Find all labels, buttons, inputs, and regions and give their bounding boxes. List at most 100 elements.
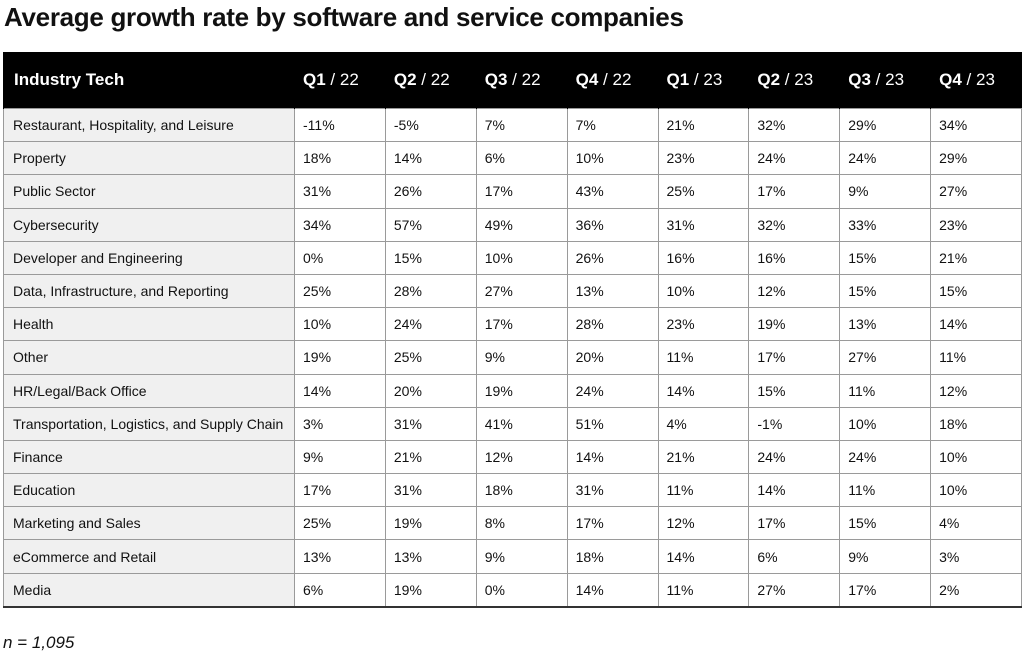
table-row: Property 18% 14% 6% 10% 23% 24% 24% 29% xyxy=(3,141,1022,176)
quarter-separator: / xyxy=(961,70,976,89)
quarter-label: Q2 xyxy=(757,70,781,89)
growth-value-cell: 0% xyxy=(294,240,386,275)
table-row: Media 6% 19% 0% 14% 11% 27% 17% 2% xyxy=(3,572,1022,608)
growth-value-cell: 17% xyxy=(475,307,568,342)
quarter-separator: / xyxy=(689,70,704,89)
growth-value-cell: 33% xyxy=(839,207,932,242)
quarter-separator: / xyxy=(507,70,522,89)
growth-value-cell: 10% xyxy=(657,273,750,309)
growth-value-cell: 15% xyxy=(839,273,932,309)
growth-value-cell: 14% xyxy=(748,473,841,508)
growth-value-cell: 17% xyxy=(748,174,841,209)
growth-value-cell: 23% xyxy=(657,307,750,342)
quarter-label: Q3 xyxy=(484,70,508,89)
growth-value-cell: 10% xyxy=(930,439,1022,475)
row-label: Restaurant, Hospitality, and Leisure xyxy=(3,107,295,143)
table-row: Restaurant, Hospitality, and Leisure -11%… xyxy=(3,107,1022,143)
table-row: Marketing and Sales 25% 19% 8% 17% 12% 17% 15% 4… xyxy=(3,506,1022,541)
growth-value-cell: -5% xyxy=(384,107,477,143)
growth-value-cell: 19% xyxy=(384,572,477,608)
growth-value-cell: 9% xyxy=(839,539,932,574)
row-label: eCommerce and Retail xyxy=(3,539,295,574)
growth-value-cell: 18% xyxy=(566,539,659,574)
row-label: Developer and Engineering xyxy=(3,240,295,275)
quarter-separator: / xyxy=(598,70,613,89)
table-header: Industry Tech Q1 / 22 Q2 / 22 Q3 / 22 Q4 / … xyxy=(3,52,1022,109)
growth-value-cell: 15% xyxy=(839,240,932,275)
growth-value-cell: 6% xyxy=(748,539,841,574)
growth-value-cell: 28% xyxy=(566,307,659,342)
year-label: 22 xyxy=(521,70,541,89)
growth-value-cell: 9% xyxy=(475,539,568,574)
column-header-quarter: Q2 / 22 xyxy=(384,52,477,109)
growth-value-cell: 13% xyxy=(384,539,477,574)
table-row: Cybersecurity 34% 57% 49% 36% 31% 32% 33% 23% xyxy=(3,207,1022,242)
table-row: Transportation, Logistics, and Supply Ch… xyxy=(3,406,1022,441)
year-label: 22 xyxy=(339,70,359,89)
growth-value-cell: 10% xyxy=(839,406,932,441)
growth-value-cell: 0% xyxy=(475,572,568,608)
growth-value-cell: 18% xyxy=(294,141,386,176)
growth-value-cell: 24% xyxy=(566,373,659,408)
growth-value-cell: 10% xyxy=(930,473,1022,508)
row-label: Education xyxy=(3,473,295,508)
growth-value-cell: 21% xyxy=(657,107,750,143)
quarter-separator: / xyxy=(870,70,886,89)
row-label: Public Sector xyxy=(3,174,295,209)
quarter-label: Q4 xyxy=(939,70,962,89)
growth-value-cell: 18% xyxy=(930,406,1022,441)
growth-value-cell: 21% xyxy=(930,240,1022,275)
sample-size-note: n = 1,095 xyxy=(3,633,75,652)
quarter-separator: / xyxy=(416,70,431,89)
growth-value-cell: 8% xyxy=(475,506,568,541)
growth-value-cell: 13% xyxy=(566,273,659,309)
growth-value-cell: 11% xyxy=(657,572,750,608)
growth-value-cell: 11% xyxy=(839,473,932,508)
table-row: Other 19% 25% 9% 20% 11% 17% 27% 11% xyxy=(3,340,1022,375)
growth-value-cell: 15% xyxy=(930,273,1022,309)
row-label: Media xyxy=(3,572,295,608)
growth-value-cell: 31% xyxy=(384,473,477,508)
column-header-quarter: Q4 / 22 xyxy=(566,52,658,109)
column-header-quarter: Q4 / 23 xyxy=(930,52,1022,109)
year-label: 22 xyxy=(612,70,632,89)
growth-value-cell: 4% xyxy=(930,506,1022,541)
quarter-separator: / xyxy=(325,70,340,89)
chart-title: Average growth rate by software and serv… xyxy=(4,2,684,32)
growth-value-cell: 14% xyxy=(657,539,750,574)
growth-value-cell: 21% xyxy=(657,439,750,475)
growth-value-cell: 26% xyxy=(384,174,477,209)
growth-value-cell: 31% xyxy=(384,406,477,441)
table-row: eCommerce and Retail 13% 13% 9% 18% 14% 6% 9% 3% xyxy=(3,539,1022,574)
growth-value-cell: 41% xyxy=(475,406,568,441)
growth-value-cell: 19% xyxy=(475,373,568,408)
growth-value-cell: -1% xyxy=(748,406,841,441)
growth-value-cell: 27% xyxy=(839,340,932,375)
table-row: Public Sector 31% 26% 17% 43% 25% 17% 9% 27% xyxy=(3,174,1022,209)
growth-value-cell: 16% xyxy=(657,240,750,275)
growth-value-cell: 11% xyxy=(657,340,750,375)
quarter-label: Q3 xyxy=(848,70,871,89)
row-label: HR/Legal/Back Office xyxy=(3,373,295,408)
growth-value-cell: 12% xyxy=(657,506,750,541)
year-label: 23 xyxy=(885,70,905,89)
growth-value-cell: 19% xyxy=(748,307,841,342)
year-label: 22 xyxy=(430,70,450,89)
table-row: Developer and Engineering 0% 15% 10% 26% 16% 1… xyxy=(3,240,1022,275)
growth-value-cell: 13% xyxy=(839,307,932,342)
growth-value-cell: 4% xyxy=(657,406,750,441)
column-header-quarter: Q3 / 23 xyxy=(839,52,931,109)
growth-value-cell: 24% xyxy=(839,439,932,475)
growth-value-cell: 7% xyxy=(475,107,568,143)
row-label: Health xyxy=(3,307,295,342)
row-label: Marketing and Sales xyxy=(3,506,295,541)
growth-value-cell: 14% xyxy=(294,373,386,408)
growth-value-cell: 24% xyxy=(748,141,841,176)
growth-value-cell: 12% xyxy=(748,273,841,309)
growth-value-cell: 3% xyxy=(294,406,386,441)
growth-value-cell: 21% xyxy=(384,439,477,475)
row-label: Finance xyxy=(3,439,295,475)
quarter-label: Q4 xyxy=(575,70,599,89)
growth-value-cell: 11% xyxy=(657,473,750,508)
growth-value-cell: 16% xyxy=(748,240,841,275)
